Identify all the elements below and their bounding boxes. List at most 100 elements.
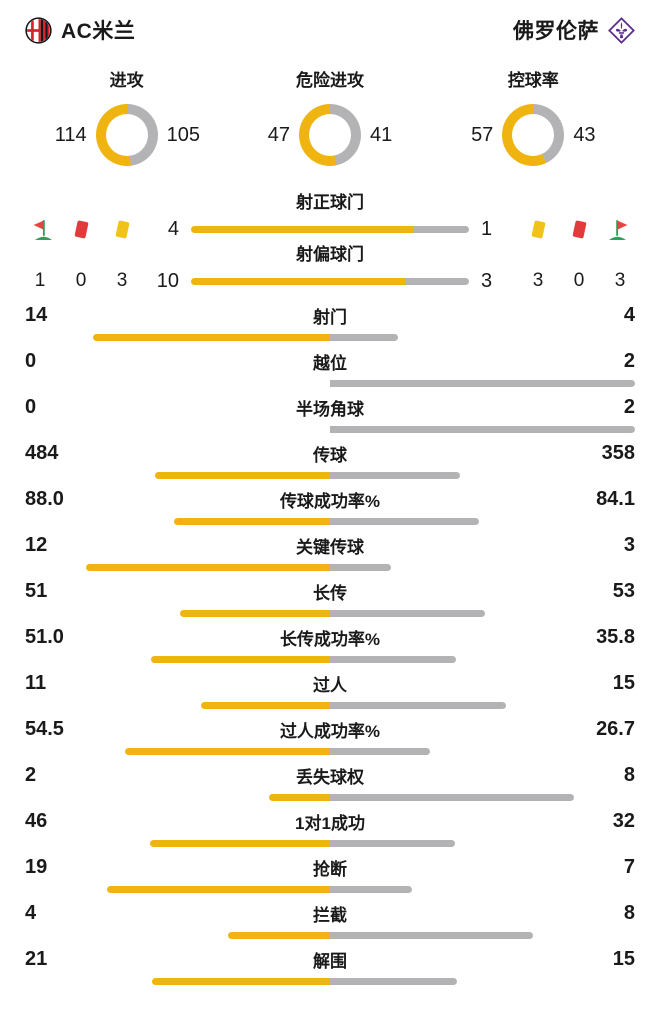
donut-ring (502, 104, 565, 166)
stat-away-value: 32 (612, 810, 636, 832)
stat-bar (25, 334, 635, 341)
stat-label: 传球 (313, 446, 347, 465)
stat-away-value: 15 (612, 948, 635, 970)
stat-bar (25, 380, 635, 387)
red-card-icon (66, 218, 96, 241)
stat-home-value: 0 (25, 396, 37, 418)
stat-label: 解围 (313, 952, 347, 971)
stat-away-value: 3 (623, 534, 635, 556)
stat-label: 传球成功率% (279, 492, 381, 511)
away-event-icons (523, 216, 635, 242)
stat-label: 抢断 (313, 860, 347, 879)
stat-home-value: 21 (25, 948, 48, 970)
stat-away-value: 2 (623, 350, 635, 372)
shot-bar (191, 277, 469, 285)
shot-away-value: 1 (481, 217, 493, 240)
donut-away-value: 105 (166, 123, 201, 146)
stat-away-value: 35.8 (596, 626, 635, 648)
shot-home-value: 4 (167, 217, 179, 240)
team-home: AC米兰 (25, 15, 135, 45)
stat-bar (25, 886, 635, 893)
stat-bar (25, 610, 635, 617)
stat-home-value: 88.0 (25, 488, 64, 510)
donut-charts: 进攻 114 105 危险进攻 47 41 控球率 57 43 (25, 70, 635, 166)
red-card-count: 0 (573, 270, 585, 291)
stat-away-value: 7 (623, 856, 635, 878)
stat-row: 0 半场角球 2 (25, 394, 635, 440)
donut-label: 进攻 (109, 71, 144, 90)
corner-flag-icon (605, 218, 635, 241)
shot-stat-group: 射偏球门 10 3 (151, 242, 509, 294)
donut-chart: 危险进攻 47 41 (228, 70, 431, 166)
shot-stat-label: 射正球门 (296, 193, 364, 212)
stat-home-value: 51.0 (25, 626, 64, 648)
stat-label: 1对1成功 (295, 814, 365, 833)
donut-ring (95, 104, 158, 166)
corner-flag-count: 3 (614, 270, 626, 291)
yellow-card-count: 3 (532, 270, 544, 291)
stat-bar (25, 656, 635, 663)
stat-row: 51 长传 53 (25, 578, 635, 624)
stat-bar (25, 794, 635, 801)
red-card-count: 0 (75, 270, 87, 291)
stat-row: 484 传球 358 (25, 440, 635, 486)
stat-row: 46 1对1成功 32 (25, 808, 635, 854)
corner-flag-icon (25, 218, 55, 241)
stat-home-value: 14 (25, 304, 48, 326)
stat-row: 14 射门 4 (25, 302, 635, 348)
stat-row: 11 过人 15 (25, 670, 635, 716)
shot-away-value: 3 (481, 269, 493, 292)
donut-home-value: 47 (267, 123, 290, 146)
stat-row: 51.0 长传成功率% 35.8 (25, 624, 635, 670)
stat-row: 12 关键传球 3 (25, 532, 635, 578)
stat-label: 长传成功率% (279, 630, 381, 649)
team-away: 佛罗伦萨 (513, 15, 635, 45)
yellow-card-count: 3 (116, 270, 128, 291)
stat-row: 0 越位 2 (25, 348, 635, 394)
donut-chart: 进攻 114 105 (25, 70, 228, 166)
shot-bar (191, 225, 469, 233)
stat-home-value: 4 (25, 902, 37, 924)
stats-list: 14 射门 4 0 越位 2 0 半场角球 2 484 传 (25, 302, 635, 992)
stat-bar (25, 978, 635, 985)
corner-flag-count: 1 (34, 270, 46, 291)
stat-row: 2 丢失球权 8 (25, 762, 635, 808)
donut-home-value: 57 (471, 123, 494, 146)
stat-bar (25, 518, 635, 525)
stat-label: 长传 (313, 584, 347, 603)
yellow-card-icon (107, 218, 137, 241)
stat-row: 21 解围 15 (25, 946, 635, 992)
stat-label: 关键传球 (296, 538, 364, 557)
shot-home-value: 10 (156, 269, 179, 292)
stat-bar (25, 564, 635, 571)
stat-bar (25, 472, 635, 479)
stat-home-value: 484 (25, 442, 59, 464)
donut-away-value: 43 (573, 123, 596, 146)
donut-ring (298, 104, 361, 166)
stat-home-value: 11 (25, 672, 47, 694)
stat-bar (25, 932, 635, 939)
home-event-icons (25, 216, 137, 242)
fiorentina-crest-icon (608, 16, 635, 44)
away-team-name: 佛罗伦萨 (513, 20, 599, 43)
ac-milan-crest-icon (25, 16, 52, 44)
yellow-card-icon (523, 218, 553, 241)
stat-row: 4 拦截 8 (25, 900, 635, 946)
header: AC米兰 佛罗伦萨 (25, 14, 635, 46)
stat-label: 过人成功率% (279, 722, 381, 741)
stat-away-value: 8 (623, 902, 635, 924)
stat-away-value: 53 (612, 580, 635, 602)
stat-home-value: 2 (25, 764, 37, 786)
stat-away-value: 84.1 (596, 488, 635, 510)
stat-home-value: 0 (25, 350, 37, 372)
stat-home-value: 46 (25, 810, 48, 832)
stat-bar (25, 748, 635, 755)
donut-label: 危险进攻 (295, 71, 364, 90)
red-card-icon (564, 218, 594, 241)
stat-row: 19 抢断 7 (25, 854, 635, 900)
stat-label: 过人 (313, 676, 347, 695)
away-event-counts: 3 0 3 (523, 268, 635, 294)
shot-stat-label: 射偏球门 (296, 245, 364, 264)
